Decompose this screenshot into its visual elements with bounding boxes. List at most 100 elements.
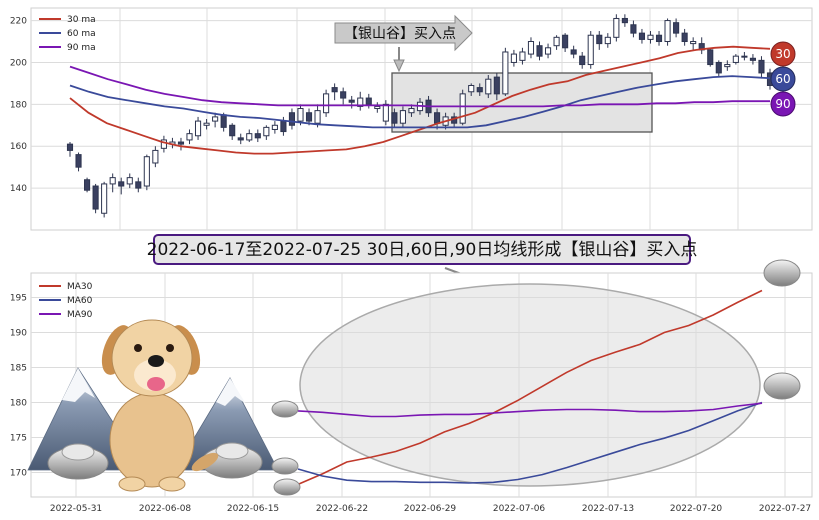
dog-left-eye [134, 344, 142, 352]
candle-down [476, 87, 483, 93]
candle-down [237, 137, 244, 141]
ma60-series-line [297, 401, 763, 484]
candle-up [160, 139, 167, 149]
dog-tongue [147, 377, 165, 391]
candles [66, 14, 774, 218]
mountain-left-snow [62, 368, 95, 402]
bottom-y-tick-label: 185 [10, 364, 27, 374]
dog-right-eye [166, 344, 174, 352]
candle-down [749, 57, 756, 61]
candle-up [485, 78, 492, 95]
dog-body [109, 392, 195, 488]
dog-nose [148, 355, 164, 367]
candle-down [348, 99, 355, 103]
candle-up [510, 53, 517, 63]
candle-down [135, 181, 142, 189]
candle-down [340, 91, 347, 99]
top-y-tick-label: 140 [10, 184, 27, 194]
bottom-x-tick-label: 2022-05-31 [50, 504, 102, 514]
candle-down [331, 87, 338, 93]
ma-badges: 30 60 90 [770, 41, 796, 117]
ingot-left-top [61, 443, 95, 461]
bottom-y-tick-label: 175 [10, 434, 27, 444]
badge-30 [770, 41, 796, 67]
candle-up [357, 97, 364, 107]
title-banner-box [153, 234, 691, 265]
candle-up [664, 20, 671, 43]
mountains-illustration [27, 367, 279, 471]
candle-up [544, 47, 552, 55]
top-y-tick-label: 200 [10, 58, 27, 68]
mountain-right-snow [216, 378, 246, 406]
candle-up [143, 156, 150, 187]
candle-up [690, 41, 697, 45]
bottom-x-tick-label: 2022-06-08 [139, 504, 192, 514]
candle-down [493, 76, 500, 95]
candle-up [203, 122, 210, 126]
candle-down [630, 24, 637, 34]
badge-60 [770, 66, 796, 92]
candle-down [758, 59, 765, 74]
candle-down [638, 32, 646, 40]
dog-muzzle [134, 359, 176, 391]
candle-up [314, 110, 321, 124]
bottom-x-tick-label: 2022-07-13 [582, 504, 634, 514]
candle-down [621, 17, 628, 24]
badge-90-label: 90 [775, 97, 790, 111]
candle-up [101, 183, 108, 214]
bottom-y-tick-label: 170 [10, 469, 27, 479]
candle-up [527, 41, 535, 55]
bottom-x-tick-label: 2022-06-22 [316, 504, 368, 514]
legend-label-MA30: MA30 [67, 282, 93, 292]
candle-down [288, 112, 296, 126]
candle-up [519, 51, 526, 61]
candle-up [271, 124, 278, 130]
annotation-arrow-shape [334, 14, 473, 52]
annotation-arrow: 【银山谷】买入点 [334, 14, 473, 73]
top-y-tick-label: 220 [10, 17, 27, 27]
candle-up [186, 133, 193, 141]
candle-up [408, 108, 415, 114]
candle-up [152, 149, 159, 164]
ingot-end-ma90 [763, 372, 801, 400]
candle-down [579, 55, 586, 66]
candle-down [177, 141, 185, 145]
candle-down [220, 114, 227, 128]
bottom-legend: MA30 MA60 MA90 [39, 282, 93, 320]
legend-label-MA60: MA60 [67, 296, 93, 306]
badge-90 [770, 91, 796, 117]
badge-60-label: 60 [775, 72, 790, 86]
candle-up [126, 177, 133, 185]
candle-up [382, 103, 389, 122]
candle-up [459, 93, 466, 124]
candle-down [391, 112, 398, 124]
dog-left-paw [118, 476, 146, 492]
dog-illustration [101, 319, 219, 492]
down-arrow-head [393, 59, 405, 73]
candle-up [587, 34, 594, 66]
candle-down [66, 143, 74, 151]
candle-up [604, 36, 611, 45]
candle-up [468, 84, 475, 93]
title-banner: 2022-06-17至2022-07-25 30日,60日,90日均线形成【银山… [147, 234, 697, 299]
candle-up [109, 177, 116, 185]
ma60-line [69, 75, 771, 129]
candle-up [374, 105, 381, 110]
bottom-x-tick-label: 2022-07-06 [493, 504, 546, 514]
bottom-y-tick-label: 180 [10, 399, 27, 409]
silver-valley-ellipse [299, 283, 761, 487]
legend-label-ma60: 60 ma [67, 29, 96, 39]
ma30-line [69, 45, 771, 155]
candle-down [562, 34, 569, 49]
ingot-end-ma30 [763, 259, 801, 287]
ma30-series-line [297, 289, 763, 486]
candle-up [399, 110, 406, 124]
candle-up [194, 120, 202, 137]
candle-down [673, 22, 680, 34]
candle-down [229, 124, 236, 137]
candle-up [647, 34, 654, 40]
ingot-start-ma90 [271, 400, 299, 418]
top-panel: 140 160 180 200 220 【银山谷】买入点 30 ma 60 ma 90 … [10, 7, 813, 231]
